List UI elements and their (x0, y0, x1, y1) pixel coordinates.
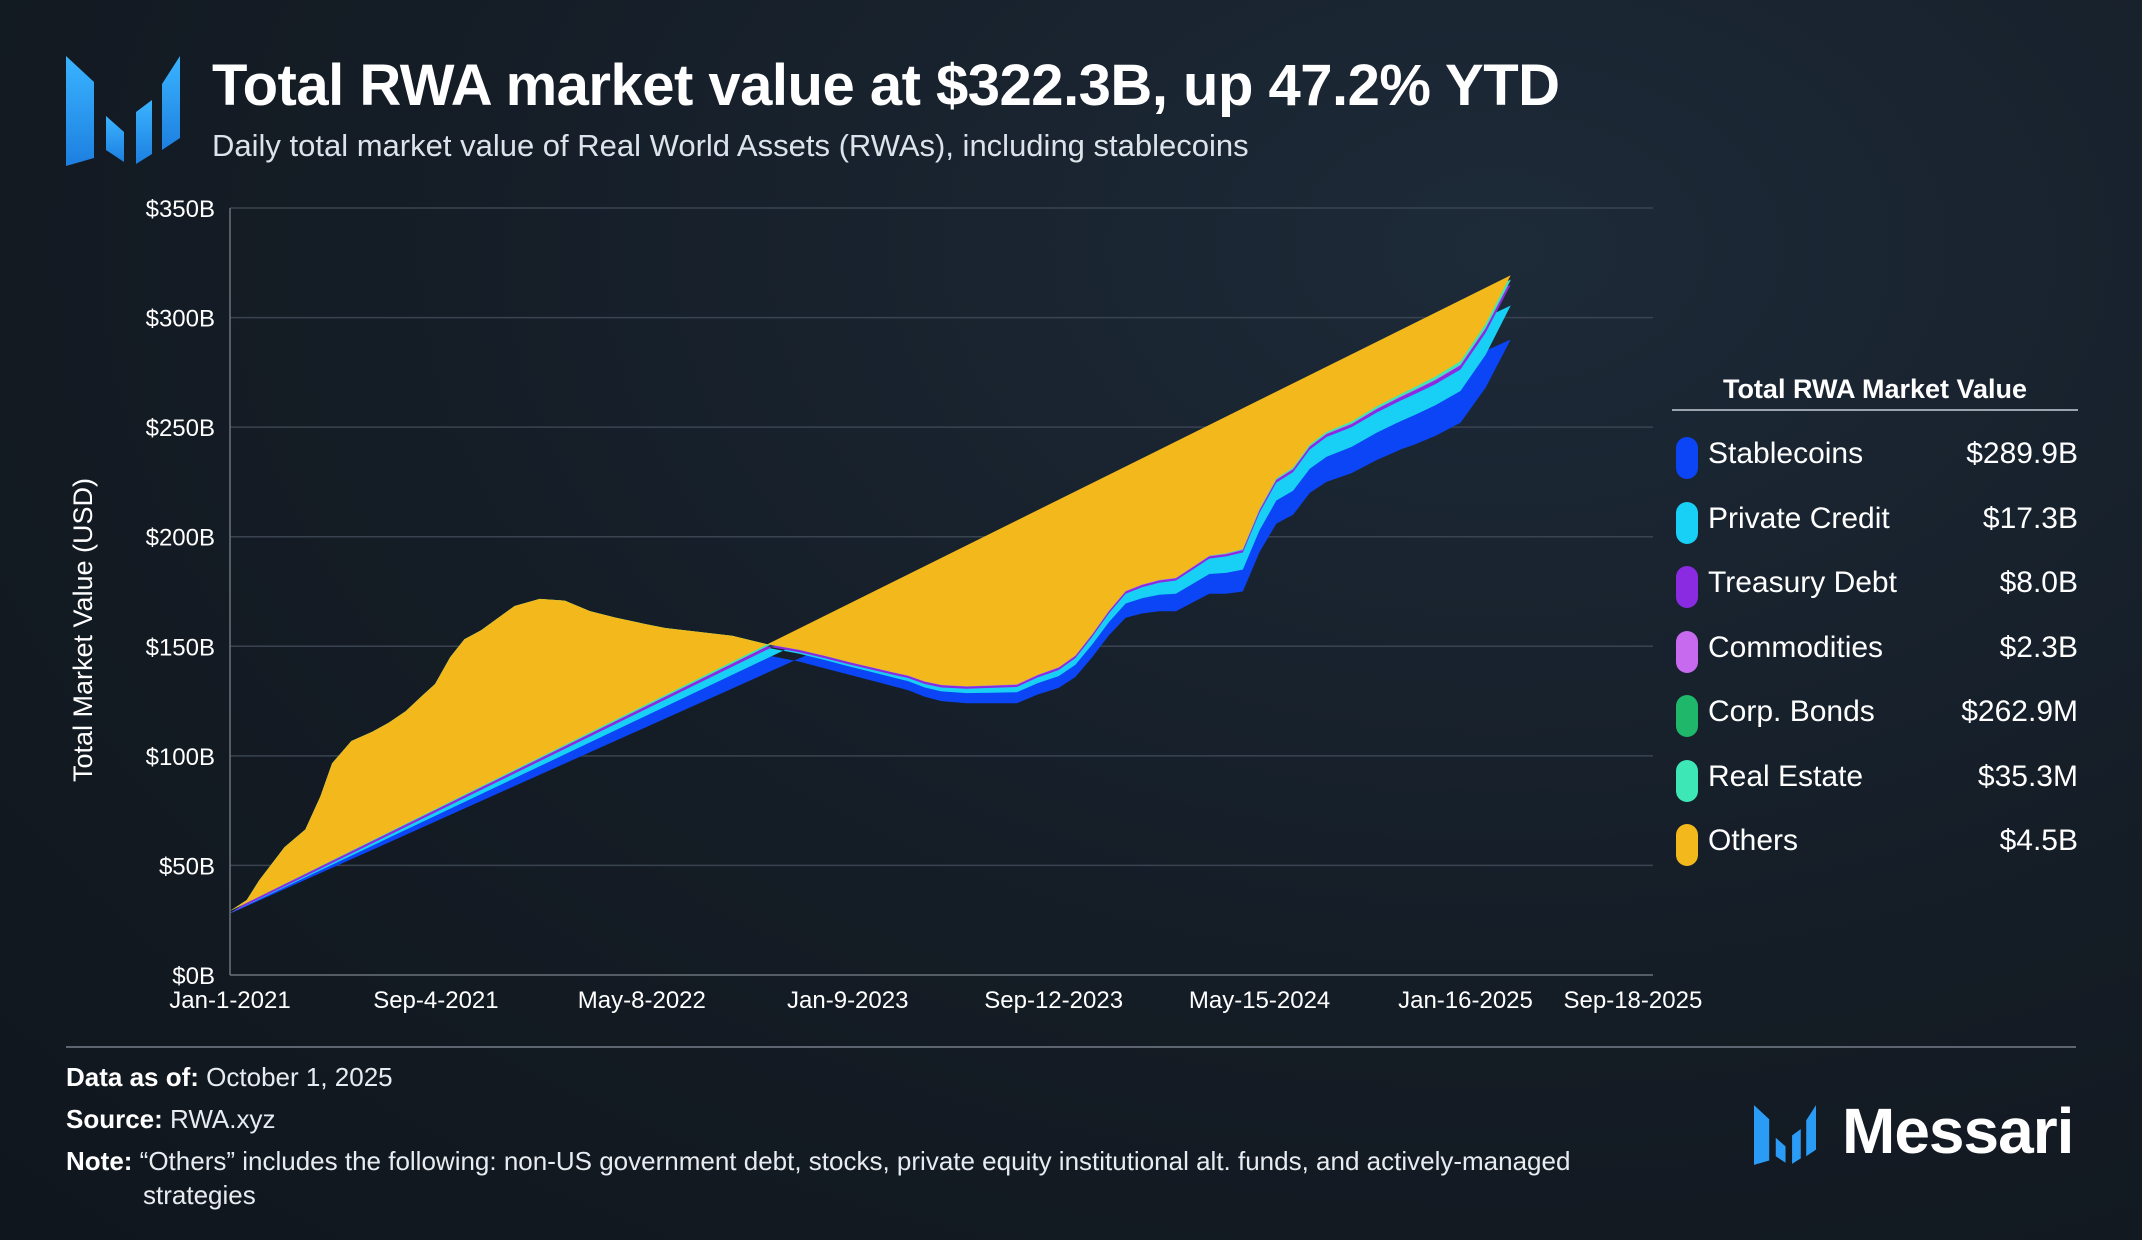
y-tick-label: $0B (172, 963, 215, 990)
legend-value: $8.0B (1999, 566, 2078, 599)
legend-swatch (1676, 630, 1698, 673)
note-text-continued: strategies (143, 1180, 256, 1210)
x-tick-label: Jan-1-2021 (169, 987, 290, 1014)
legend-swatch (1676, 437, 1698, 479)
source: Source: RWA.xyz (66, 1104, 276, 1135)
legend-value: $289.9B (1966, 437, 2078, 470)
chart-subtitle: Daily total market value of Real World A… (212, 128, 1249, 163)
legend-value: $2.3B (1999, 630, 2078, 664)
y-tick-label: $250B (146, 415, 215, 442)
x-tick-label: Sep-12-2023 (984, 987, 1123, 1014)
legend-value: $4.5B (1999, 824, 2078, 857)
y-axis-label: Total Market Value (USD) (68, 478, 98, 782)
legend-item-real-estate: Real Estate $35.3M (1672, 734, 2078, 802)
area-commodities (230, 280, 1511, 912)
axes: Jan-1-2021 Sep-4-2021 May-8-2022 Jan-9-2023… (169, 208, 1702, 1014)
data-as-of-value: October 1, 2025 (206, 1062, 393, 1092)
footer-divider (66, 1046, 2076, 1048)
legend-swatch (1676, 759, 1698, 802)
source-label: Source: (66, 1104, 163, 1134)
legend-swatch (1676, 566, 1698, 608)
brand-name: Messari (1842, 1095, 2074, 1167)
legend-value: $35.3M (1977, 759, 2078, 793)
legend-label: Stablecoins (1708, 437, 1864, 470)
legend-value: $17.3B (1982, 501, 2078, 535)
legend-label: Treasury Debt (1708, 566, 1897, 599)
legend-title: Total RWA Market Value (1672, 374, 2078, 411)
y-tick-label: $300B (146, 306, 215, 333)
legend-item-corp-bonds: Corp. Bonds $262.9M (1672, 669, 2078, 737)
legend-label: Corp. Bonds (1708, 695, 1875, 728)
legend-label: Others (1708, 824, 1799, 857)
legend-swatch (1676, 501, 1698, 544)
note-text: “Others” includes the following: non-US … (139, 1146, 1571, 1176)
data-as-of-label: Data as of: (66, 1062, 199, 1092)
source-value: RWA.xyz (170, 1104, 276, 1134)
x-tick-label: May-8-2022 (578, 987, 706, 1014)
legend-item-stablecoins: Stablecoins $289.9B (1672, 411, 2078, 479)
x-tick-label: May-15-2024 (1189, 987, 1330, 1014)
grid-lines: $0B $50B $100B $150B $200B $250B $300B $350B (146, 196, 1653, 990)
legend-item-others: Others $4.5B (1672, 798, 2078, 866)
stacked-areas (230, 275, 1511, 914)
messari-brand-icon (1754, 1105, 1816, 1165)
x-tick-label: Jan-9-2023 (787, 987, 908, 1014)
y-tick-label: $200B (146, 525, 215, 552)
legend-label: Private Credit (1708, 501, 1890, 535)
area-chart: $0B $50B $100B $150B $200B $250B $300B $350B Ja… (68, 196, 1702, 1014)
legend-swatch (1676, 695, 1698, 737)
legend-item-private-credit: Private Credit $17.3B (1672, 476, 2078, 544)
legend-value: $262.9M (1961, 695, 2078, 728)
area-others (230, 275, 1511, 912)
y-tick-label: $50B (159, 853, 215, 880)
x-tick-label: Sep-18-2025 (1564, 987, 1703, 1014)
y-tick-label: $150B (146, 634, 215, 661)
legend-label: Commodities (1708, 630, 1884, 664)
legend-item-commodities: Commodities $2.3B (1672, 605, 2078, 673)
x-tick-label: Jan-16-2025 (1398, 987, 1533, 1014)
y-tick-label: $350B (146, 196, 215, 223)
messari-logo-icon (66, 56, 180, 166)
y-tick-label: $100B (146, 744, 215, 771)
legend: Total RWA Market Value Stablecoins $289.… (1672, 374, 2078, 866)
legend-item-treasury-debt: Treasury Debt $8.0B (1672, 540, 2078, 608)
data-as-of: Data as of: October 1, 2025 (66, 1062, 393, 1093)
note-label: Note: (66, 1146, 133, 1176)
legend-swatch (1676, 824, 1698, 866)
chart-title: Total RWA market value at $322.3B, up 47… (212, 53, 1560, 118)
x-tick-label: Sep-4-2021 (373, 987, 498, 1014)
legend-label: Real Estate (1708, 759, 1864, 793)
note: Note: “Others” includes the following: n… (66, 1146, 1570, 1177)
